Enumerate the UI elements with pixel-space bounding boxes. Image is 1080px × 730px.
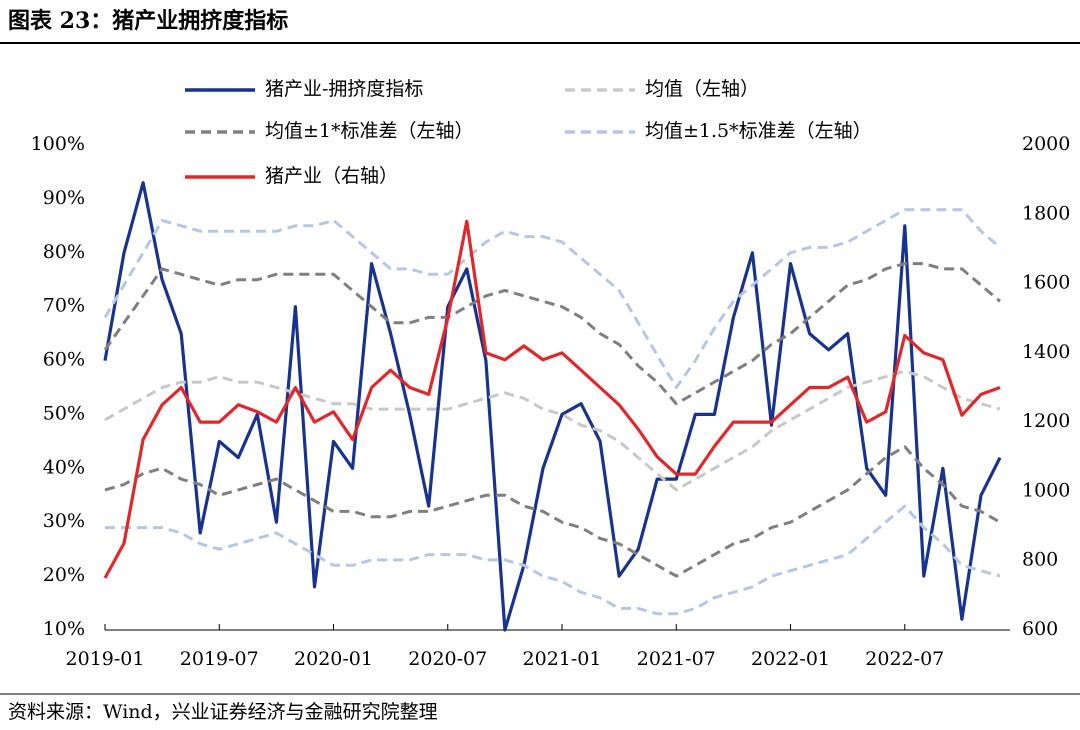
y2-tick-label: 1000 — [1022, 479, 1070, 501]
y2-tick-label: 600 — [1022, 618, 1058, 640]
chart-title: 图表 23：猪产业拥挤度指标 — [8, 8, 288, 34]
y-tick-label: 10% — [43, 618, 85, 640]
series-line — [103, 262, 1001, 406]
x-tick-label: 2022-07 — [865, 648, 944, 670]
y-tick-label: 60% — [43, 349, 85, 371]
y2-tick-label: 1200 — [1022, 410, 1070, 432]
series-line — [104, 445, 1001, 578]
y2-tick-label: 800 — [1022, 549, 1058, 571]
y-tick-label: 30% — [43, 510, 85, 532]
y2-tick-label: 2000 — [1022, 133, 1070, 155]
y2-tick-label: 1400 — [1022, 341, 1070, 363]
source: 资料来源：Wind，兴业证券经济与金融研究院整理 — [8, 701, 438, 723]
legend-label: 均值（左轴） — [645, 78, 759, 100]
y-tick-label: 50% — [43, 402, 85, 424]
series-line — [105, 504, 1001, 616]
y-tick-label: 100% — [31, 133, 85, 155]
x-tick-label: 2019-01 — [66, 648, 145, 670]
x-tick-label: 2019-07 — [180, 648, 259, 670]
series-line — [103, 181, 1002, 632]
y-tick-label: 20% — [43, 564, 85, 586]
x-tick-label: 2021-07 — [637, 648, 716, 670]
x-tick-label: 2021-01 — [523, 648, 602, 670]
y-tick-label: 90% — [43, 187, 85, 209]
y-tick-label: 40% — [43, 456, 85, 478]
legend-label: 猪产业（右轴） — [265, 165, 398, 187]
series-line — [104, 369, 1001, 492]
legend-label: 猪产业-拥挤度指标 — [265, 78, 423, 100]
series-line — [103, 208, 1001, 389]
series-line — [103, 219, 1001, 579]
x-tick-label: 2022-01 — [751, 648, 830, 670]
legend-label: 均值±1*标准差（左轴） — [265, 120, 474, 142]
y-tick-label: 80% — [43, 241, 85, 263]
legend-label: 均值±1.5*标准差（左轴） — [645, 120, 872, 142]
y2-tick-label: 1800 — [1022, 202, 1070, 224]
x-tick-label: 2020-07 — [408, 648, 487, 670]
x-tick-label: 2020-01 — [294, 648, 373, 670]
y-tick-label: 70% — [43, 295, 85, 317]
y2-tick-label: 1600 — [1022, 272, 1070, 294]
